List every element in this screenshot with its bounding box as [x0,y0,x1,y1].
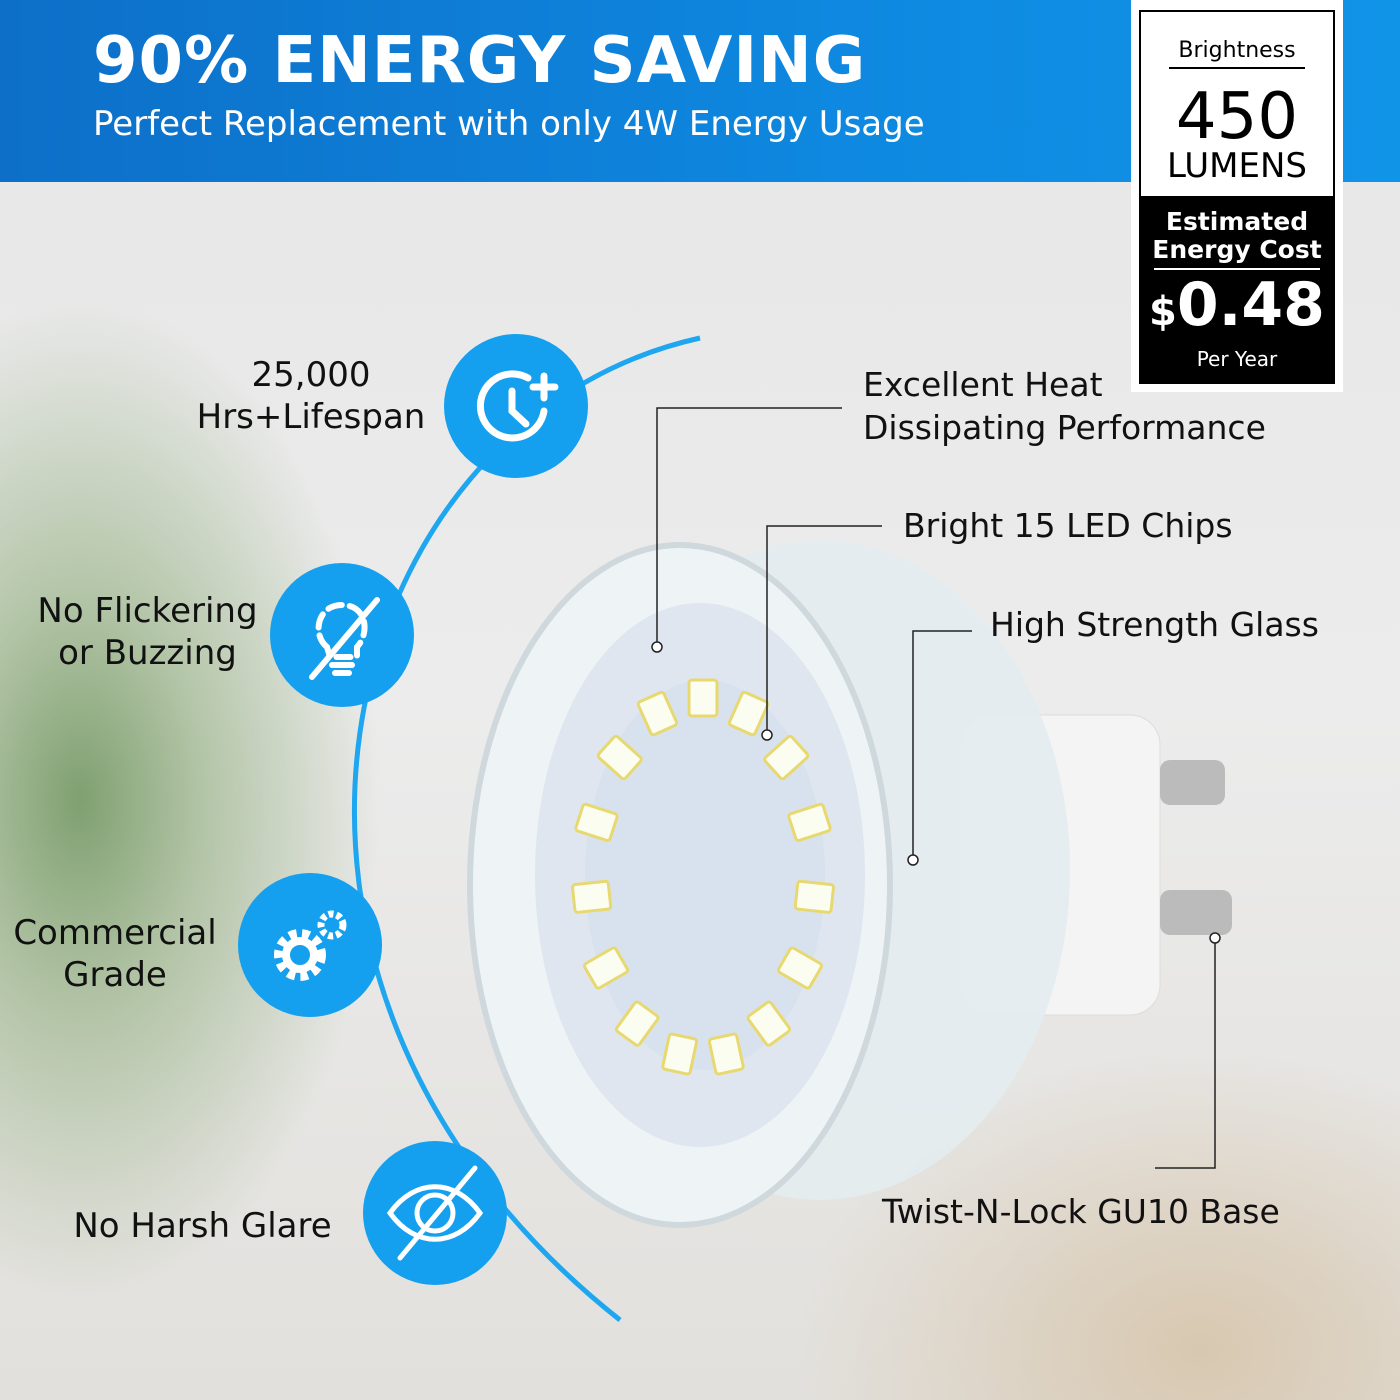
cost-value: 0.48 [1176,270,1325,340]
cost-title-2: Energy Cost [1152,235,1322,264]
led-chip [661,1032,699,1076]
bulb-off-icon [270,563,414,707]
clock-plus-icon [444,334,588,478]
feature-lifespan: 25,000 Hrs+Lifespan [196,355,426,437]
feature-commercial: Commercial Grade [13,913,217,995]
lumens-value: 450 [1175,80,1299,154]
divider [1169,67,1305,69]
led-chip [571,879,613,914]
led-chip [777,946,823,990]
led-chip [574,802,619,842]
gears-icon [238,873,382,1017]
callout-chips: Bright 15 LED Chips [903,506,1233,545]
currency: $ [1149,289,1177,335]
led-chip [583,946,629,990]
led-chip [614,1000,660,1047]
energy-cost-panel: Estimated Energy Cost $0.48 Per Year [1141,196,1333,382]
brightness-label: Brightness [1178,38,1296,63]
led-chip [763,734,810,781]
headline: 90% ENERGY SAVING [93,24,867,98]
energy-label: Brightness 450 LUMENS Estimated Energy Co… [1131,0,1343,392]
led-chip [687,678,719,718]
feature-no-glare: No Harsh Glare [73,1206,332,1246]
led-chip [636,690,679,737]
led-chip [793,879,835,914]
led-chip [746,1000,792,1047]
led-chip [596,734,643,781]
cost-title-1: Estimated [1165,207,1309,236]
led-chip [707,1032,745,1076]
led-chip [787,802,832,842]
per-year: Per Year [1196,347,1278,371]
divider [1154,268,1320,270]
feature-no-flicker: No Flickering or Buzzing [37,591,258,673]
led-chip [727,690,770,737]
callout-lines [651,407,1221,1169]
subheadline: Perfect Replacement with only 4W Energy … [93,104,925,144]
callout-heat: Excellent Heat Dissipating Performance [863,365,1266,447]
callout-glass: High Strength Glass [990,605,1319,644]
eye-off-icon [363,1141,507,1285]
board-center [585,680,825,1070]
callout-base: Twist-N-Lock GU10 Base [882,1192,1280,1231]
led-chips [571,678,835,1076]
lumens-unit: LUMENS [1167,146,1307,186]
